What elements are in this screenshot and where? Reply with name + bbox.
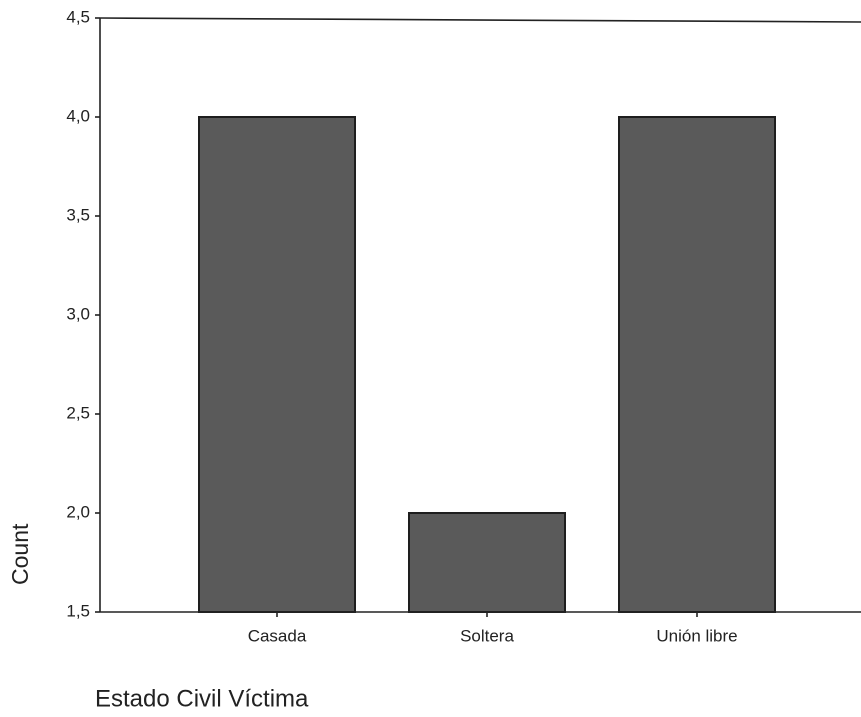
bar xyxy=(618,116,776,613)
axis-top xyxy=(99,17,861,23)
y-tick-label: 3,0 xyxy=(66,304,90,323)
y-tick-label: 4,0 xyxy=(66,106,90,125)
bar xyxy=(408,512,566,613)
bar xyxy=(198,116,356,613)
x-tick-label: Unión libre xyxy=(656,626,737,645)
x-axis-label: Estado Civil Víctima xyxy=(95,685,309,712)
y-tick-label: 2,5 xyxy=(66,403,90,422)
y-tick-label: 4,5 xyxy=(66,7,90,26)
y-tick-label: 2,0 xyxy=(66,502,90,521)
y-tick-label: 3,5 xyxy=(66,205,90,224)
y-tick-label: 1,5 xyxy=(66,601,90,620)
x-tick-label: Casada xyxy=(248,626,307,645)
y-axis-label: Count xyxy=(7,523,33,585)
x-tick-label: Soltera xyxy=(460,626,514,645)
